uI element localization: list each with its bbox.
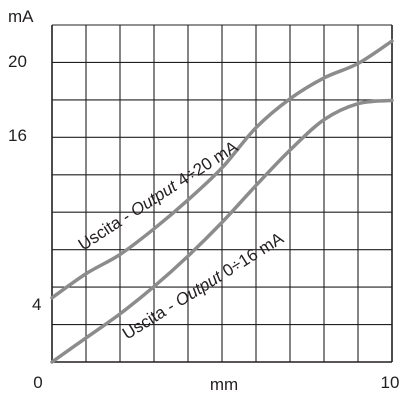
x-axis-label: mm xyxy=(210,375,238,394)
grid xyxy=(51,24,393,363)
series-label-group-2: Uscita - Output 0÷16 mA xyxy=(119,228,287,343)
x-tick-label-10: 10 xyxy=(381,373,400,392)
x-tick-label-0: 0 xyxy=(33,373,42,392)
series-label-group-1: Uscita - Output 4÷20 mA xyxy=(75,137,242,255)
series-line-2 xyxy=(50,98,394,364)
y-tick-label-20: 20 xyxy=(8,52,27,71)
y-tick-label-16: 16 xyxy=(8,126,27,145)
series-label-2: Uscita - Output 0÷16 mA xyxy=(119,228,287,343)
y-axis-label: mA xyxy=(8,7,34,26)
y-tick-label-4: 4 xyxy=(32,295,41,314)
series-label-2-part-c: 0÷16 mA xyxy=(215,228,287,283)
series-lines xyxy=(50,39,394,364)
series-line-1 xyxy=(50,39,394,300)
series-label-1: Uscita - Output 4÷20 mA xyxy=(75,137,242,255)
series-label-2-part-a: Uscita - xyxy=(119,294,182,343)
